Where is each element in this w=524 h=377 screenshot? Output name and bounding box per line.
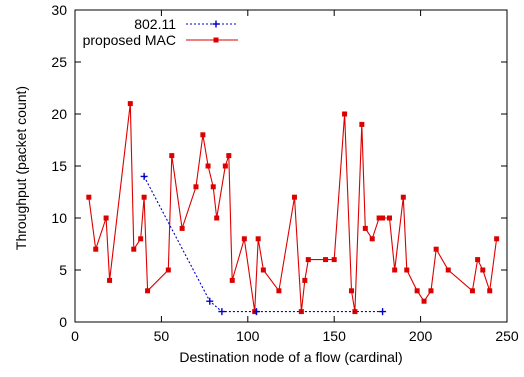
series-line — [88, 103, 498, 312]
data-point — [480, 267, 486, 273]
data-point — [342, 111, 348, 117]
data-point — [107, 277, 113, 283]
data-point — [138, 236, 144, 242]
data-point — [127, 101, 133, 107]
data-point — [428, 288, 434, 294]
data-point — [414, 288, 420, 294]
data-point — [276, 288, 282, 294]
y-tick-label: 15 — [51, 158, 67, 174]
data-point — [352, 309, 358, 315]
y-tick-label: 5 — [59, 262, 67, 278]
data-point — [93, 246, 99, 252]
legend-marker — [213, 37, 219, 43]
data-point — [222, 163, 228, 169]
data-point — [386, 215, 392, 221]
data-point — [260, 267, 266, 273]
data-point — [226, 153, 232, 159]
data-point — [218, 308, 226, 316]
data-point — [193, 184, 199, 190]
data-point — [140, 172, 148, 180]
data-point — [210, 184, 216, 190]
data-point — [206, 297, 214, 305]
data-point — [392, 267, 398, 273]
data-point — [255, 236, 261, 242]
legend-label: proposed MAC — [83, 32, 176, 48]
data-point — [141, 194, 147, 200]
data-point — [475, 257, 481, 263]
data-point — [165, 267, 171, 273]
legend-marker — [212, 20, 220, 28]
data-point — [86, 194, 92, 200]
x-tick-label: 200 — [409, 328, 433, 344]
plot-frame — [74, 9, 508, 323]
x-tick-label: 250 — [495, 328, 519, 344]
data-point — [376, 215, 382, 221]
series-line — [143, 176, 383, 313]
data-point — [200, 132, 206, 138]
x-tick-label: 100 — [236, 328, 260, 344]
data-point — [323, 257, 329, 263]
series-1 — [86, 101, 500, 315]
x-tick-label: 50 — [154, 328, 170, 344]
y-tick-label: 30 — [51, 2, 67, 18]
data-point — [362, 225, 368, 231]
data-point — [291, 194, 297, 200]
legend-label: 802.11 — [134, 16, 176, 32]
data-point — [305, 257, 311, 263]
data-point — [404, 267, 410, 273]
y-tick-label: 20 — [51, 106, 67, 122]
data-point — [103, 215, 109, 221]
data-point — [359, 121, 365, 127]
data-point — [331, 257, 337, 263]
y-tick-label: 0 — [59, 314, 67, 330]
data-point — [205, 163, 211, 169]
data-point — [421, 298, 427, 304]
y-axis-label: Throughput (packet count) — [13, 86, 29, 250]
x-axis-label: Destination node of a flow (cardinal) — [179, 349, 402, 365]
data-point — [169, 153, 175, 159]
data-point — [433, 246, 439, 252]
data-point — [131, 246, 137, 252]
data-point — [400, 194, 406, 200]
series-0 — [140, 172, 387, 316]
data-point — [494, 236, 500, 242]
axes-layer: 0 50 100 150 200 250 0 5 10 15 20 25 30 — [51, 2, 518, 344]
data-point — [302, 277, 308, 283]
data-point — [487, 288, 493, 294]
data-point — [241, 236, 247, 242]
data-point — [380, 215, 386, 221]
data-point — [179, 225, 185, 231]
x-tick-label: 150 — [323, 328, 347, 344]
data-point — [379, 308, 387, 316]
data-point — [369, 236, 375, 242]
x-tick-label: 0 — [71, 328, 79, 344]
data-point — [348, 288, 354, 294]
data-point — [145, 288, 151, 294]
y-tick-label: 25 — [51, 54, 67, 70]
series-layer — [86, 101, 500, 316]
data-point — [229, 277, 235, 283]
data-point — [469, 288, 475, 294]
data-point — [214, 215, 220, 221]
data-point — [252, 308, 260, 316]
y-tick-label: 10 — [51, 210, 67, 226]
data-point — [445, 267, 451, 273]
